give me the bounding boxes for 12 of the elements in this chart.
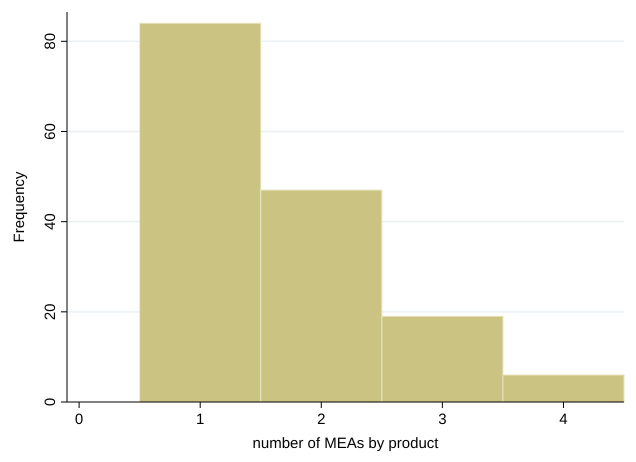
x-tick-label: 4 bbox=[559, 411, 568, 428]
y-tick-label: 0 bbox=[42, 398, 59, 406]
x-tick-label: 1 bbox=[196, 411, 204, 428]
y-tick-label: 60 bbox=[42, 123, 59, 140]
y-tick-label: 40 bbox=[42, 213, 59, 230]
x-axis-title: number of MEAs by product bbox=[252, 435, 440, 452]
x-tick-label: 3 bbox=[438, 411, 447, 428]
y-tick-label: 20 bbox=[42, 303, 59, 320]
x-tick-label: 2 bbox=[317, 411, 326, 428]
x-tick-label: 0 bbox=[74, 411, 84, 428]
y-axis-title: Frequency bbox=[11, 171, 28, 242]
y-tick-label: 80 bbox=[42, 32, 59, 50]
